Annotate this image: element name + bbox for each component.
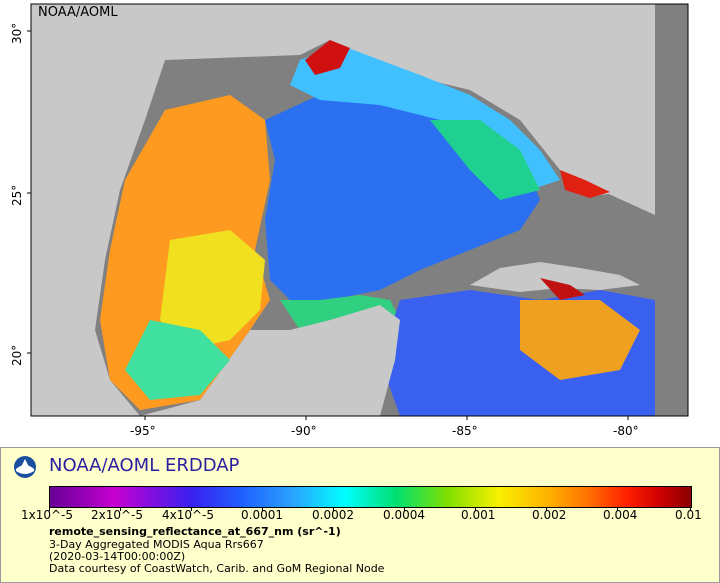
plot-frame <box>30 3 689 417</box>
noaa-logo-icon <box>14 456 36 478</box>
variable-name: remote_sensing_reflectance_at_667_nm (sr… <box>49 525 341 538</box>
colorbar-label: 0.01 <box>675 508 702 522</box>
map-watermark: NOAA/AOML <box>38 5 118 20</box>
florida-bay-red <box>560 170 610 198</box>
legend-panel: NOAA/AOML ERDDAP 1x10^-5 2x10^-5 4x10^-5… <box>0 447 720 583</box>
colorbar-tick <box>49 507 50 511</box>
colorbar-tick <box>690 507 691 511</box>
green-patch <box>125 320 230 400</box>
colorbar-tick <box>404 507 405 511</box>
colorbar-label: 0.001 <box>461 508 496 522</box>
yellow-patch <box>160 230 265 350</box>
lat-label: 30° <box>10 22 24 44</box>
colorbar-label: 1x10^-5 <box>21 508 74 522</box>
colorbar-label: 0.004 <box>603 508 638 522</box>
colorbar-label: 4x10^-5 <box>162 508 215 522</box>
map-panel: NOAA/AOML -95° -90° -85° -80° 30° 25° 20… <box>10 3 689 438</box>
shelf-green <box>430 120 540 200</box>
yucatan-land <box>270 305 400 416</box>
caribbean-orange <box>520 300 640 380</box>
lat-label: 20° <box>10 344 24 366</box>
colorbar-tick <box>333 507 334 511</box>
lon-label: -85° <box>452 424 478 438</box>
colorbar-tick <box>475 507 476 511</box>
lat-label: 25° <box>10 184 24 206</box>
colorbar-tick <box>191 507 192 511</box>
colorbar <box>49 486 692 508</box>
colorbar-label: 2x10^-5 <box>91 508 144 522</box>
colorbar-tick <box>262 507 263 511</box>
northern-cyan <box>290 45 560 190</box>
lon-label: -80° <box>613 424 639 438</box>
colorbar-tick <box>546 507 547 511</box>
colorbar-label: 0.0002 <box>312 508 354 522</box>
colorbar-tick <box>617 507 618 511</box>
florida-land <box>510 70 640 195</box>
colorbar-tick <box>120 507 121 511</box>
colorbar-label: 0.002 <box>532 508 567 522</box>
no-data-region <box>655 4 688 416</box>
legend-title: NOAA/AOML ERDDAP <box>49 455 240 476</box>
lon-label: -90° <box>291 424 317 438</box>
colorbar-label: 0.0001 <box>241 508 283 522</box>
lon-label: -95° <box>130 424 156 438</box>
colorbar-label: 0.0004 <box>383 508 425 522</box>
cuba-shelf-red <box>540 278 585 300</box>
cuba-land <box>470 262 640 292</box>
data-credit: Data courtesy of CoastWatch, Carib. and … <box>49 562 385 575</box>
dataset-time: (2020-03-14T00:00:00Z) <box>49 550 186 563</box>
delta-red <box>305 40 350 75</box>
map-plot <box>27 3 689 420</box>
dataset-description: 3-Day Aggregated MODIS Aqua Rrs667 <box>49 538 264 551</box>
